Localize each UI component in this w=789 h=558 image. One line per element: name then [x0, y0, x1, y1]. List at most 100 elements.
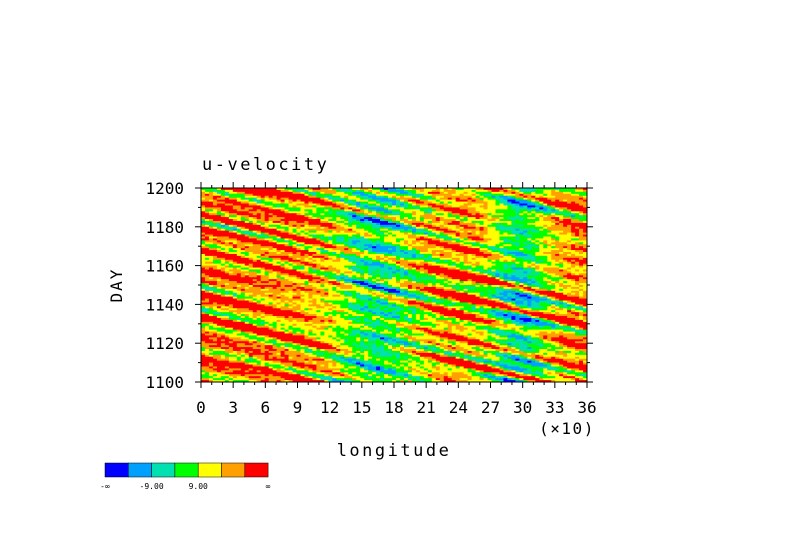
- heatmap-cell: [399, 213, 405, 216]
- heatmap-cell: [435, 244, 441, 247]
- heatmap-cell: [324, 224, 329, 228]
- heatmap-cell: [376, 281, 381, 284]
- heatmap-cell: [551, 203, 556, 207]
- heatmap-cell: [300, 197, 306, 201]
- heatmap-cell: [407, 213, 413, 216]
- heatmap-cell: [272, 207, 278, 210]
- heatmap-cell: [487, 285, 493, 288]
- heatmap-cell: [547, 263, 552, 267]
- heatmap-cell: [423, 188, 429, 191]
- heatmap-cell: [539, 213, 544, 216]
- heatmap-cell: [304, 248, 310, 251]
- heatmap-cell: [451, 275, 457, 278]
- heatmap-cell: [527, 248, 532, 251]
- heatmap-cell: [539, 242, 544, 245]
- heatmap-cell: [523, 228, 528, 232]
- heatmap-cell: [531, 271, 536, 274]
- heatmap-cell: [447, 253, 453, 257]
- heatmap-cell: [372, 215, 377, 218]
- heatmap-cell: [260, 255, 266, 259]
- heatmap-cell: [201, 205, 206, 208]
- heatmap-cell: [503, 232, 509, 236]
- heatmap-cell: [407, 252, 413, 255]
- heatmap-cell: [567, 234, 572, 238]
- heatmap-cell: [419, 248, 425, 251]
- heatmap-cell: [304, 234, 310, 238]
- heatmap-cell: [364, 281, 369, 284]
- heatmap-cell: [300, 219, 306, 222]
- heatmap-cell: [535, 203, 540, 207]
- heatmap-cell: [324, 222, 329, 226]
- heatmap-cell: [244, 188, 250, 191]
- heatmap-cell: [244, 279, 250, 282]
- heatmap-cell: [579, 281, 584, 284]
- heatmap-cell: [451, 265, 457, 269]
- heatmap-cell: [499, 261, 505, 265]
- heatmap-cell: [431, 232, 437, 236]
- heatmap-cell: [583, 195, 587, 199]
- heatmap-cell: [543, 220, 548, 224]
- heatmap-cell: [356, 220, 361, 224]
- heatmap-cell: [212, 191, 218, 195]
- heatmap-cell: [292, 193, 298, 197]
- heatmap-cell: [328, 211, 333, 214]
- heatmap-cell: [201, 220, 206, 224]
- heatmap-cell: [208, 195, 214, 199]
- heatmap-cell: [264, 189, 270, 193]
- heatmap-cell: [201, 267, 206, 271]
- heatmap-cell: [531, 250, 536, 253]
- heatmap-cell: [415, 285, 421, 288]
- heatmap-cell: [244, 189, 250, 193]
- heatmap-cell: [411, 220, 417, 224]
- heatmap-cell: [328, 259, 333, 263]
- heatmap-cell: [284, 267, 290, 271]
- heatmap-cell: [392, 211, 397, 214]
- heatmap-cell: [356, 242, 361, 245]
- heatmap-cell: [471, 242, 477, 245]
- heatmap-cell: [399, 285, 405, 288]
- heatmap-cell: [571, 193, 576, 197]
- heatmap-cell: [483, 259, 489, 263]
- heatmap-cell: [483, 219, 489, 222]
- heatmap-cell: [268, 211, 274, 214]
- heatmap-cell: [451, 211, 457, 214]
- heatmap-cell: [415, 215, 421, 218]
- heatmap-cell: [276, 224, 282, 228]
- heatmap-cell: [248, 253, 254, 257]
- heatmap-cell: [543, 203, 548, 207]
- heatmap-cell: [308, 238, 314, 241]
- heatmap-cell: [372, 244, 377, 247]
- heatmap-cell: [368, 213, 373, 216]
- heatmap-cell: [583, 197, 587, 201]
- heatmap-cell: [320, 242, 325, 245]
- heatmap-cell: [292, 203, 298, 207]
- heatmap-cell: [276, 242, 282, 245]
- heatmap-cell: [248, 193, 254, 197]
- heatmap-cell: [244, 246, 250, 249]
- heatmap-cell: [212, 228, 218, 232]
- heatmap-cell: [475, 236, 481, 240]
- heatmap-cell: [547, 248, 552, 251]
- heatmap-cell: [531, 222, 536, 226]
- heatmap-cell: [380, 279, 385, 282]
- heatmap-cell: [475, 275, 481, 278]
- heatmap-cell: [487, 219, 493, 222]
- heatmap-cell: [296, 213, 302, 216]
- heatmap-cell: [284, 257, 290, 261]
- heatmap-cell: [455, 255, 461, 259]
- heatmap-cell: [280, 285, 286, 288]
- heatmap-cell: [495, 232, 501, 236]
- heatmap-cell: [579, 228, 584, 232]
- heatmap-cell: [236, 248, 242, 251]
- heatmap-cell: [256, 222, 262, 226]
- heatmap-cell: [415, 222, 421, 226]
- heatmap-cell: [384, 242, 389, 245]
- heatmap-cell: [288, 248, 294, 251]
- heatmap-cell: [224, 232, 230, 236]
- heatmap-cell: [372, 193, 377, 197]
- heatmap-cell: [332, 203, 337, 207]
- heatmap-cell: [368, 240, 373, 243]
- heatmap-cell: [216, 244, 222, 247]
- heatmap-cell: [224, 277, 230, 280]
- heatmap-cell: [288, 191, 294, 195]
